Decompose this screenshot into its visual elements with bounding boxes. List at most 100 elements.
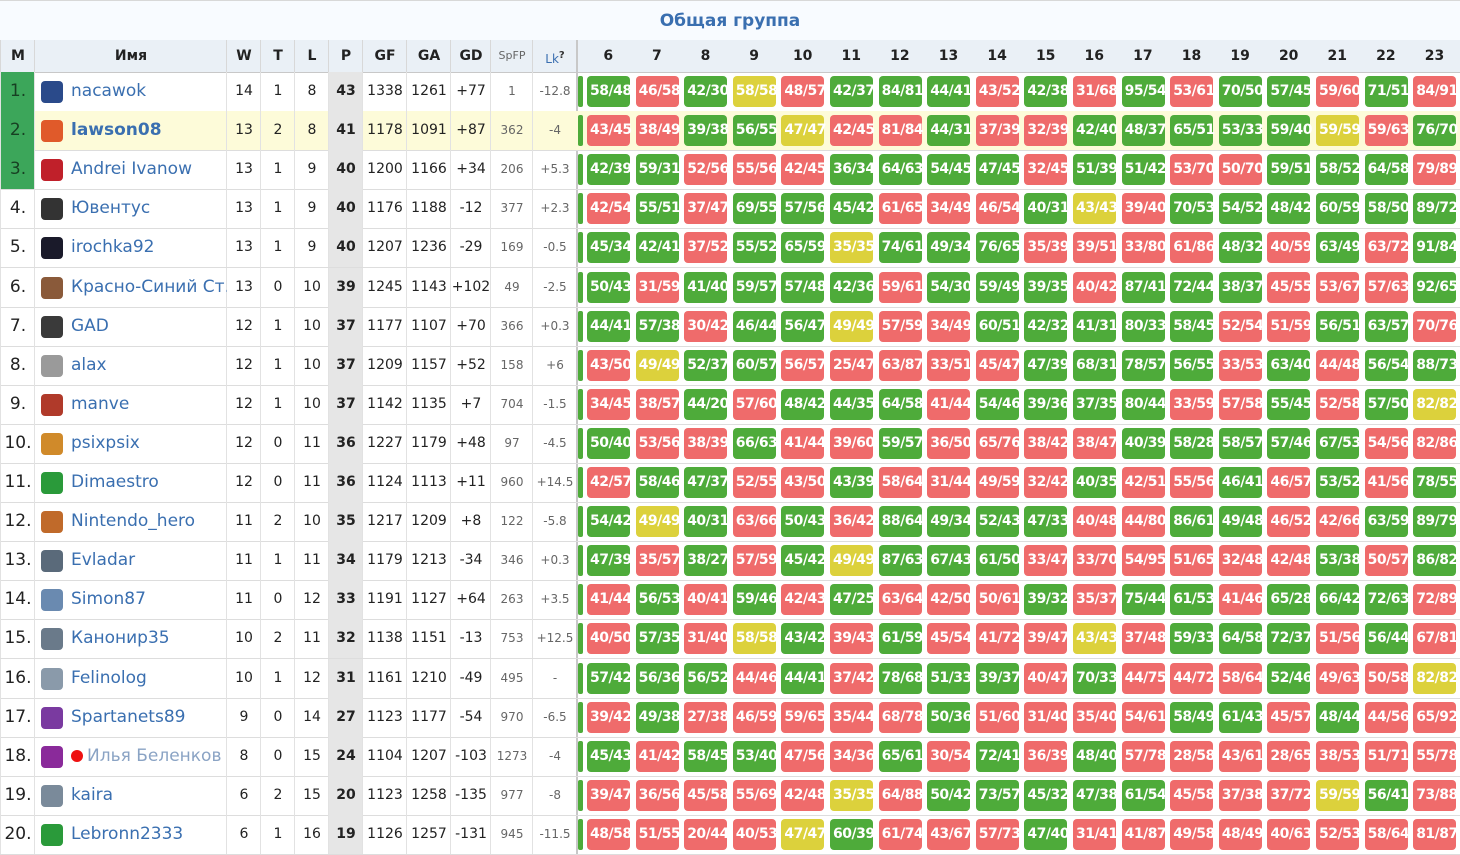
- match-result[interactable]: 28/58: [1170, 740, 1215, 772]
- match-result[interactable]: 53/40: [732, 740, 778, 772]
- match-result[interactable]: 59/61: [878, 271, 924, 303]
- match-result[interactable]: 53/61: [1170, 76, 1215, 107]
- match-result[interactable]: 51/42: [1121, 154, 1167, 186]
- match-result[interactable]: 58/45: [1170, 310, 1215, 342]
- player-name-link[interactable]: psixpsix: [71, 432, 140, 453]
- match-result[interactable]: 74/61: [878, 232, 924, 264]
- match-result[interactable]: 43/39: [830, 467, 875, 498]
- match-result[interactable]: 40/53: [732, 818, 778, 850]
- match-result[interactable]: 35/40: [1073, 701, 1118, 733]
- player-name-link[interactable]: irochka92: [71, 237, 155, 258]
- match-result[interactable]: 59/57: [878, 427, 924, 459]
- match-result[interactable]: 42/32: [1024, 310, 1069, 342]
- match-result[interactable]: 46/54: [975, 193, 1021, 225]
- match-result[interactable]: 68/78: [878, 701, 924, 733]
- match-result[interactable]: 70/76: [1413, 310, 1458, 342]
- match-result[interactable]: 43/67: [927, 818, 972, 850]
- match-result[interactable]: 57/56: [781, 193, 826, 225]
- match-result[interactable]: 39/37: [975, 662, 1021, 694]
- match-result[interactable]: 49/58: [1170, 818, 1215, 850]
- match-result[interactable]: 46/44: [732, 310, 778, 342]
- match-result[interactable]: 80/44: [1121, 388, 1167, 420]
- match-result[interactable]: 42/43: [781, 584, 826, 616]
- match-result[interactable]: 40/48: [1073, 506, 1118, 538]
- match-result[interactable]: 41/42: [635, 740, 681, 772]
- match-result[interactable]: 55/69: [732, 779, 778, 811]
- match-result[interactable]: 40/59: [1267, 232, 1312, 264]
- match-result[interactable]: 49/38: [635, 701, 681, 733]
- match-result[interactable]: 79/89: [1413, 154, 1458, 186]
- avatar[interactable]: [41, 511, 63, 534]
- match-result[interactable]: 50/40: [587, 427, 632, 459]
- match-result[interactable]: 33/51: [927, 349, 972, 381]
- match-result[interactable]: 45/43: [587, 740, 632, 772]
- col-name[interactable]: Имя: [34, 40, 227, 72]
- match-result[interactable]: 58/45: [684, 740, 729, 772]
- player-name-link[interactable]: kaira: [71, 784, 114, 805]
- match-result[interactable]: 49/63: [1316, 662, 1361, 694]
- match-result[interactable]: 60/39: [830, 818, 875, 850]
- match-result[interactable]: 63/59: [1364, 506, 1410, 538]
- match-result[interactable]: 51/56: [1316, 623, 1361, 655]
- match-result[interactable]: 69/55: [732, 193, 778, 225]
- match-result[interactable]: 53/52: [1316, 467, 1361, 498]
- match-result[interactable]: 56/53: [635, 584, 681, 616]
- match-result[interactable]: 42/40: [1073, 115, 1118, 147]
- match-result[interactable]: 47/45: [975, 154, 1021, 186]
- match-result[interactable]: 38/47: [1073, 427, 1118, 459]
- match-result[interactable]: 45/34: [587, 232, 632, 264]
- match-result[interactable]: 81/87: [1413, 818, 1458, 850]
- match-result[interactable]: 43/50: [587, 349, 632, 381]
- avatar[interactable]: [41, 628, 63, 651]
- col-round-7[interactable]: 7: [652, 48, 662, 64]
- match-result[interactable]: 40/35: [1073, 467, 1118, 498]
- match-result[interactable]: 51/71: [1364, 740, 1410, 772]
- match-result[interactable]: 57/78: [1121, 740, 1167, 772]
- match-result[interactable]: 46/58: [635, 76, 681, 107]
- match-result[interactable]: 34/49: [927, 310, 972, 342]
- match-result[interactable]: 72/41: [975, 740, 1021, 772]
- match-result[interactable]: 70/50: [1218, 76, 1264, 107]
- match-result[interactable]: 41/44: [781, 427, 826, 459]
- match-result[interactable]: 44/41: [927, 76, 972, 107]
- match-result[interactable]: 59/63: [1364, 115, 1410, 147]
- match-result[interactable]: 45/42: [830, 193, 875, 225]
- match-result[interactable]: 55/78: [1413, 740, 1458, 772]
- match-result[interactable]: 81/84: [878, 115, 924, 147]
- match-result[interactable]: 43/45: [587, 115, 632, 147]
- avatar[interactable]: [41, 237, 63, 260]
- match-result[interactable]: 50/61: [975, 584, 1021, 616]
- match-result[interactable]: 64/63: [878, 154, 924, 186]
- match-result[interactable]: 58/64: [878, 467, 924, 498]
- avatar[interactable]: [41, 198, 63, 221]
- match-result[interactable]: 49/59: [975, 467, 1021, 498]
- match-result[interactable]: 61/86: [1170, 232, 1215, 264]
- match-result[interactable]: 51/39: [1073, 154, 1118, 186]
- match-result[interactable]: 63/40: [1267, 349, 1312, 381]
- match-result[interactable]: 44/56: [1364, 701, 1410, 733]
- match-result[interactable]: 57/45: [1267, 76, 1312, 107]
- match-result[interactable]: 31/41: [1073, 818, 1118, 850]
- match-result[interactable]: 42/39: [587, 154, 632, 186]
- match-result[interactable]: 51/59: [1267, 310, 1312, 342]
- match-result[interactable]: 33/70: [1073, 545, 1118, 577]
- match-result[interactable]: 48/44: [1316, 701, 1361, 733]
- match-result[interactable]: 42/50: [927, 584, 972, 616]
- match-result[interactable]: 75/44: [1121, 584, 1167, 616]
- match-result[interactable]: 64/58: [878, 388, 924, 420]
- match-result[interactable]: 33/53: [1218, 349, 1264, 381]
- col-round-11[interactable]: 11: [841, 48, 862, 64]
- col-round-14[interactable]: 14: [987, 48, 1007, 64]
- match-result[interactable]: 39/51: [1073, 232, 1118, 264]
- col-losses[interactable]: L: [294, 40, 329, 72]
- col-ties[interactable]: T: [260, 40, 295, 72]
- match-result[interactable]: 52/58: [1316, 388, 1361, 420]
- match-result[interactable]: 58/49: [1170, 701, 1215, 733]
- match-result[interactable]: 44/41: [781, 662, 826, 694]
- match-result[interactable]: 49/49: [635, 349, 681, 381]
- player-name-link[interactable]: lawson08: [71, 120, 162, 141]
- match-result[interactable]: 45/58: [684, 779, 729, 811]
- match-result[interactable]: 67/43: [927, 545, 972, 577]
- match-result[interactable]: 40/39: [1121, 427, 1167, 459]
- match-result[interactable]: 58/28: [1170, 427, 1215, 459]
